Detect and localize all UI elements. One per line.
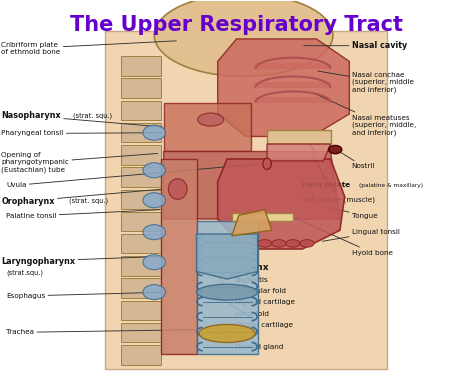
Text: Nasopharynx: Nasopharynx <box>1 112 162 127</box>
Text: (strat.squ.): (strat.squ.) <box>6 269 43 276</box>
Bar <box>121 234 161 254</box>
Text: Nasal meatuses
(superior, middle,
and inferior): Nasal meatuses (superior, middle, and in… <box>315 94 416 136</box>
Text: Uvula: Uvula <box>6 164 263 188</box>
Ellipse shape <box>199 324 255 342</box>
Text: Opening of
pharyngotympanic
(Eustachian) tube: Opening of pharyngotympanic (Eustachian)… <box>1 152 158 173</box>
Ellipse shape <box>286 240 300 247</box>
Polygon shape <box>196 221 258 354</box>
Bar <box>121 167 161 187</box>
Bar <box>121 56 161 76</box>
Text: Vocal fold: Vocal fold <box>211 271 269 316</box>
Text: Pharyngeal tonsil: Pharyngeal tonsil <box>1 130 162 136</box>
Polygon shape <box>161 159 196 354</box>
Ellipse shape <box>196 284 258 300</box>
Ellipse shape <box>154 0 333 76</box>
Ellipse shape <box>258 240 272 247</box>
Ellipse shape <box>143 163 166 178</box>
Polygon shape <box>218 159 345 249</box>
Polygon shape <box>164 152 340 219</box>
Ellipse shape <box>143 125 166 140</box>
Text: Nasal conchae
(superior, middle
and inferior): Nasal conchae (superior, middle and infe… <box>318 71 414 93</box>
Polygon shape <box>232 210 272 236</box>
Ellipse shape <box>272 240 286 247</box>
Ellipse shape <box>143 193 166 208</box>
Polygon shape <box>218 39 350 136</box>
Text: Lingual tonsil: Lingual tonsil <box>323 229 400 241</box>
Bar <box>121 279 161 298</box>
Bar <box>121 301 161 320</box>
Ellipse shape <box>143 285 166 300</box>
Bar <box>121 323 161 342</box>
Text: Palatine tonsil: Palatine tonsil <box>6 210 160 219</box>
Ellipse shape <box>329 146 342 154</box>
Ellipse shape <box>168 179 187 199</box>
Text: Larynx: Larynx <box>234 263 269 272</box>
Polygon shape <box>267 144 331 161</box>
Bar <box>121 345 161 365</box>
Text: Hyoid bone: Hyoid bone <box>294 218 393 256</box>
Text: (strat. squ.): (strat. squ.) <box>73 113 112 119</box>
Ellipse shape <box>143 255 166 270</box>
Ellipse shape <box>263 158 272 169</box>
Ellipse shape <box>143 225 166 240</box>
Text: Soft palate (muscle): Soft palate (muscle) <box>302 156 376 203</box>
Text: Nasal cavity: Nasal cavity <box>304 41 407 50</box>
Text: Nostril: Nostril <box>337 150 375 169</box>
Bar <box>121 101 161 120</box>
Text: Oropharynx: Oropharynx <box>1 189 162 206</box>
Polygon shape <box>255 82 331 88</box>
Bar <box>121 123 161 143</box>
Polygon shape <box>255 63 331 69</box>
Text: Esophagus: Esophagus <box>6 292 165 299</box>
Text: (palatine & maxillary): (palatine & maxillary) <box>359 183 423 188</box>
Polygon shape <box>196 234 258 279</box>
Ellipse shape <box>300 240 314 247</box>
Bar <box>121 256 161 276</box>
Bar <box>121 78 161 98</box>
Text: Thyroid cartilage: Thyroid cartilage <box>214 254 295 305</box>
Text: Cribriform plate
of ethmoid bone: Cribriform plate of ethmoid bone <box>1 41 176 55</box>
Text: Thyroid gland: Thyroid gland <box>223 334 283 350</box>
Bar <box>121 145 161 164</box>
Text: Tongue: Tongue <box>325 206 377 219</box>
Bar <box>121 189 161 209</box>
Text: Trachea: Trachea <box>6 329 195 335</box>
Text: Cricoid cartilage: Cricoid cartilage <box>212 293 293 328</box>
Ellipse shape <box>198 113 224 126</box>
Text: The Upper Respiratory Tract: The Upper Respiratory Tract <box>70 14 403 34</box>
Bar <box>232 213 293 221</box>
Polygon shape <box>164 103 251 152</box>
Text: Hard palate: Hard palate <box>302 141 350 188</box>
Bar <box>267 130 331 144</box>
Text: (strat. squ.): (strat. squ.) <box>69 198 108 204</box>
Text: Laryngopharynx: Laryngopharynx <box>1 257 158 265</box>
Text: Vestibular fold: Vestibular fold <box>219 243 286 294</box>
Bar <box>121 212 161 231</box>
Polygon shape <box>255 97 331 103</box>
Text: Epiglottis: Epiglottis <box>234 222 268 283</box>
Bar <box>105 31 387 369</box>
